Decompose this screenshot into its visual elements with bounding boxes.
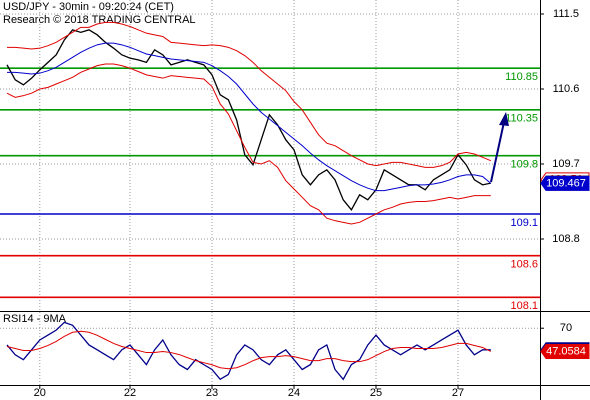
last-value-tag: 109.467 bbox=[546, 177, 586, 189]
x-tick-label: 23 bbox=[206, 387, 218, 399]
level-label: 109.8 bbox=[510, 159, 538, 171]
y-tick-label: 110.6 bbox=[553, 83, 580, 95]
level-label: 110.85 bbox=[505, 71, 538, 83]
series-line bbox=[6, 29, 491, 211]
x-tick-label: 24 bbox=[288, 387, 300, 399]
level-label: 108.6 bbox=[510, 259, 538, 271]
x-tick-label: 22 bbox=[124, 387, 136, 399]
last-value-tag: 47.0584 bbox=[546, 345, 586, 357]
y-tick-label: 111.5 bbox=[553, 8, 579, 20]
level-label: 108.1 bbox=[510, 300, 538, 312]
series-line bbox=[6, 321, 491, 381]
last-value-tag-box bbox=[540, 343, 590, 359]
series-line bbox=[6, 63, 491, 225]
series-line bbox=[6, 330, 492, 370]
x-tick-label: 20 bbox=[34, 387, 46, 399]
level-label: 109.1 bbox=[510, 217, 538, 229]
forecast-arrow bbox=[490, 112, 509, 183]
x-tick-label: 25 bbox=[370, 387, 382, 399]
series-line bbox=[7, 42, 492, 192]
x-tick-label: 27 bbox=[452, 387, 464, 399]
rsi-title: RSI14 - 9MA bbox=[3, 313, 67, 325]
y-tick-label: 108.8 bbox=[552, 233, 580, 245]
level-label: 110.35 bbox=[505, 113, 538, 125]
y-tick-label: 109.7 bbox=[552, 158, 580, 170]
chart-title: USD/JPY - 30min - 09:20:24 (CET) bbox=[3, 1, 174, 13]
chart-subtitle: Research © 2018 TRADING CENTRAL bbox=[3, 14, 196, 26]
y-tick-label: 70 bbox=[560, 322, 572, 334]
series-line bbox=[7, 21, 491, 168]
last-value-tag-box bbox=[540, 175, 590, 191]
